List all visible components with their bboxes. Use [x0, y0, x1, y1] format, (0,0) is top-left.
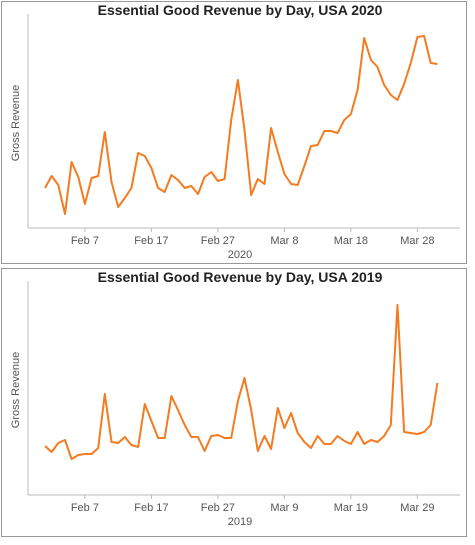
- panel-border: [1, 268, 467, 537]
- x-tick-label: Feb 27: [201, 502, 235, 514]
- x-tick-label: Feb 17: [134, 502, 168, 514]
- x-axis-label: 2019: [228, 516, 252, 528]
- line-series: [44, 304, 439, 460]
- chart-title: Essential Good Revenue by Day, USA 2020: [98, 2, 383, 18]
- x-tick-label: Mar 18: [334, 235, 368, 247]
- y-axis-label: Gross Revenue: [10, 352, 22, 428]
- x-tick-label: Mar 29: [400, 502, 434, 514]
- x-tick-label: Feb 17: [134, 235, 168, 247]
- x-tick-label: Mar 9: [270, 502, 298, 514]
- y-axis-label: Gross Revenue: [10, 85, 22, 161]
- x-tick-label: Mar 28: [400, 235, 434, 247]
- x-axis-label: 2020: [228, 249, 252, 261]
- x-tick-label: Mar 19: [334, 502, 368, 514]
- chart-title: Essential Good Revenue by Day, USA 2019: [98, 269, 383, 285]
- x-tick-label: Feb 7: [71, 235, 99, 247]
- x-tick-label: Mar 8: [270, 235, 298, 247]
- chart-panel: Feb 7 Feb 17 Feb 27 Mar 9 Mar 19 Mar 29 2019 Gr…: [1, 268, 467, 537]
- x-tick-label: Feb 7: [71, 502, 99, 514]
- x-tick-label: Feb 27: [201, 235, 235, 247]
- panel-border: [1, 1, 467, 264]
- chart-panel: Feb 7 Feb 17 Feb 27 Mar 8 Mar 18 Mar 28 2020 Gr…: [1, 1, 467, 264]
- line-series: [44, 35, 438, 215]
